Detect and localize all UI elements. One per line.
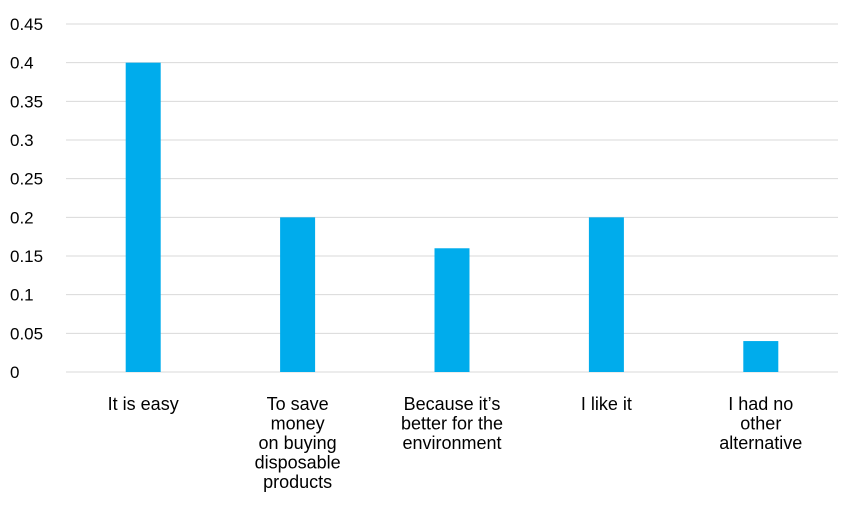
y-tick-label: 0.05: [10, 324, 43, 343]
x-category-label: I like it: [581, 394, 632, 414]
x-category-label-line: I had no: [728, 394, 793, 414]
y-tick-label: 0.1: [10, 286, 34, 305]
x-category-label-line: other: [740, 414, 781, 434]
x-category-label-line: on buying: [259, 433, 337, 453]
bar: [125, 62, 161, 373]
x-category-label-line: disposable: [255, 453, 341, 473]
bar: [588, 217, 624, 372]
x-category-label-line: better for the: [401, 414, 503, 434]
x-category-label: It is easy: [108, 394, 179, 414]
x-category-label: I had no other alternative: [719, 394, 802, 453]
y-axis-ticks: 0 0.05 0.1 0.15 0.2 0.25 0.3 0.35 0.4 0.45: [10, 15, 43, 382]
y-tick-label: 0.2: [10, 208, 34, 227]
x-category-label: To save money on buying disposable products: [255, 394, 341, 492]
x-category-label-line: Because it’s: [404, 394, 501, 414]
y-tick-label: 0.35: [10, 92, 43, 111]
y-tick-label: 0: [10, 363, 19, 382]
x-category-label-line: alternative: [719, 433, 802, 453]
y-tick-label: 0.45: [10, 15, 43, 34]
x-category-label: Because it’s better for the environment: [401, 394, 503, 453]
y-tick-label: 0.4: [10, 54, 34, 73]
x-axis-labels: It is easy To save money on buying disposabl…: [108, 394, 803, 492]
x-category-label-line: To save: [267, 394, 329, 414]
y-tick-label: 0.15: [10, 247, 43, 266]
x-category-label-line: I like it: [581, 394, 632, 414]
x-category-label-line: products: [263, 472, 332, 492]
bars: [125, 62, 779, 373]
y-tick-label: 0.3: [10, 131, 34, 150]
bar: [280, 217, 316, 372]
gridlines: [66, 23, 838, 373]
y-tick-label: 0.25: [10, 170, 43, 189]
bar: [743, 341, 779, 372]
x-category-label-line: It is easy: [108, 394, 179, 414]
x-category-label-line: money: [271, 414, 325, 434]
x-category-label-line: environment: [402, 433, 501, 453]
bar: [434, 248, 470, 372]
